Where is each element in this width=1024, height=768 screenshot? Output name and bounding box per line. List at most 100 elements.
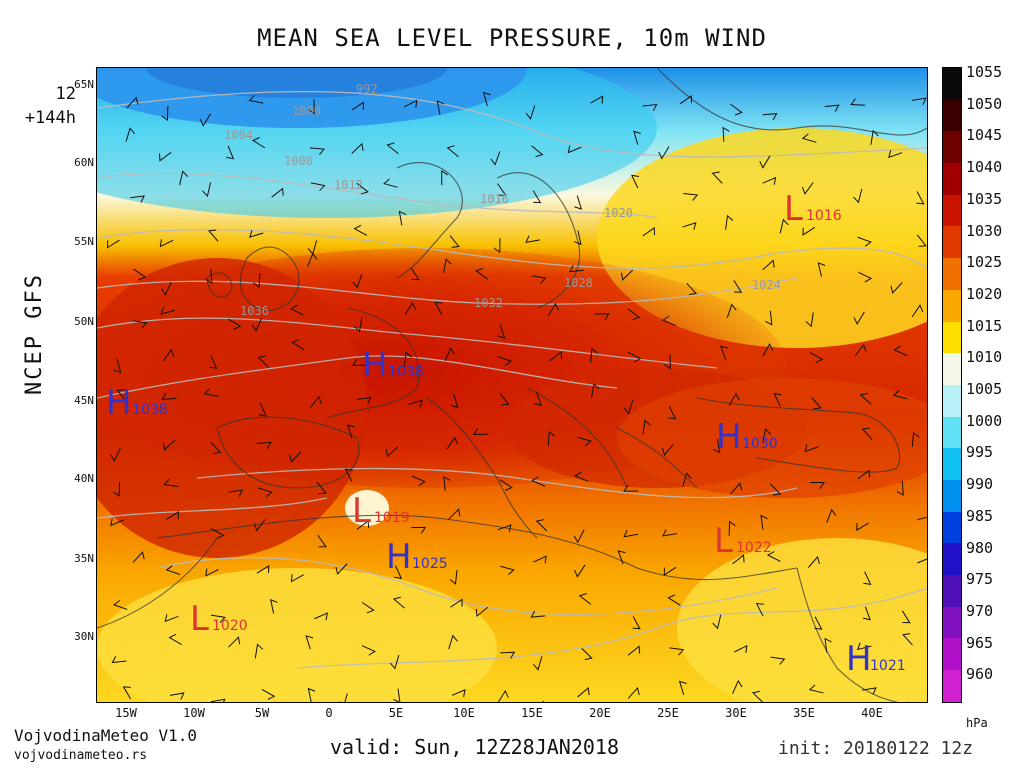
wind-barb — [801, 182, 814, 195]
wind-barb — [499, 479, 513, 491]
wind-barb — [902, 633, 913, 646]
wind-barb — [854, 343, 867, 357]
valid-time: valid: Sun, 12Z28JAN2018 — [330, 735, 619, 759]
wind-barb — [594, 313, 610, 321]
wind-barb — [251, 317, 263, 332]
colorbar-tick: 1055 — [966, 63, 1003, 81]
lon-label-25e: 25E — [657, 706, 679, 720]
lon-label-5e: 5E — [388, 706, 404, 720]
wind-barb — [385, 446, 399, 458]
colorbar-tick: 1045 — [966, 126, 1003, 145]
wind-barb — [590, 347, 598, 363]
wind-barb — [531, 145, 544, 158]
wind-barb — [446, 436, 458, 450]
colorbar-swatch — [943, 99, 961, 132]
wind-barb — [911, 304, 924, 318]
wind-barb — [728, 520, 736, 536]
wind-barb — [773, 393, 782, 407]
wind-barb — [271, 187, 284, 198]
wind-barb — [210, 614, 226, 623]
wind-barb — [532, 190, 542, 204]
wind-barb — [658, 146, 670, 160]
wind-barb — [802, 226, 816, 236]
wind-barb — [762, 428, 772, 443]
wind-barb — [762, 259, 775, 271]
wind-barb — [712, 614, 722, 630]
wind-barb — [661, 315, 677, 327]
wind-barb — [249, 230, 264, 238]
wind-barb — [892, 390, 908, 400]
wind-barb — [393, 688, 401, 702]
model-label: NCEP GFS — [22, 273, 47, 395]
colorbar-tick: 995 — [966, 443, 994, 462]
run-hour: 12 — [55, 84, 76, 104]
wind-barb — [870, 129, 879, 145]
wind-barb — [132, 320, 148, 329]
colorbar-tick: 960 — [966, 665, 994, 684]
lat-label-60n: 60N — [74, 156, 94, 169]
colorbar-swatch — [943, 353, 961, 385]
colorbar-swatch — [943, 321, 961, 354]
wind-barb — [130, 195, 146, 203]
wind-barb — [500, 565, 515, 576]
wind-barb — [733, 280, 743, 293]
lon-label-15w: 15W — [115, 706, 137, 720]
high-value: 1038 — [388, 364, 424, 380]
wind-barb — [159, 151, 172, 162]
wind-barb — [661, 443, 674, 456]
wind-barb — [632, 616, 641, 630]
wind-barb — [169, 692, 185, 700]
wind-barb — [208, 229, 219, 242]
wind-barb — [351, 101, 364, 111]
colorbar-tick: 970 — [966, 601, 994, 620]
wind-barb — [678, 680, 687, 695]
isobar-label: 1020 — [604, 206, 633, 220]
wind-barb — [497, 183, 507, 196]
chart-title: MEAN SEA LEVEL PRESSURE, 10m WIND — [257, 24, 767, 52]
wind-barb — [525, 235, 540, 244]
wind-barb — [356, 396, 372, 405]
wind-barb — [857, 469, 870, 480]
isobar-label: 992 — [356, 82, 378, 96]
wind-barb — [392, 596, 405, 609]
wind-barb — [573, 529, 585, 544]
wind-barb — [493, 238, 501, 254]
wind-barb — [863, 606, 871, 621]
wind-barb — [475, 267, 488, 280]
wind-barb — [434, 301, 443, 316]
wind-barb — [711, 171, 723, 184]
map-canvas — [97, 68, 927, 702]
wind-barb — [917, 515, 927, 524]
colorbar-tick: 1025 — [966, 253, 1003, 272]
wind-barb — [472, 428, 488, 435]
wind-barb — [779, 218, 789, 234]
wind-barb — [682, 472, 692, 487]
wind-barb — [620, 269, 634, 281]
wind-barb — [859, 392, 872, 405]
colorbar-tick: 1040 — [966, 158, 1003, 177]
wind-barb — [577, 686, 590, 698]
wind-barb — [623, 484, 639, 492]
low-value: 1020 — [212, 618, 248, 634]
wind-barb — [199, 113, 212, 127]
wind-barb — [351, 359, 367, 366]
wind-barb — [411, 475, 426, 486]
wind-barb — [567, 145, 582, 154]
wind-barb — [801, 133, 817, 143]
wind-barb — [161, 392, 177, 400]
wind-barb — [627, 308, 641, 321]
wind-barb — [165, 565, 181, 575]
wind-barb — [893, 345, 908, 357]
wind-barb — [770, 656, 786, 665]
wind-barb — [344, 468, 353, 482]
wind-barb — [210, 528, 225, 540]
wind-barb — [389, 654, 400, 670]
wind-barb — [256, 564, 270, 574]
wind-barb — [205, 268, 213, 284]
wind-barb — [755, 602, 764, 617]
wind-barb — [760, 514, 768, 530]
wind-barb — [436, 100, 445, 115]
wind-barb — [258, 402, 267, 417]
colorbar-tick: 1010 — [966, 348, 1003, 367]
wind-barb — [533, 656, 543, 671]
